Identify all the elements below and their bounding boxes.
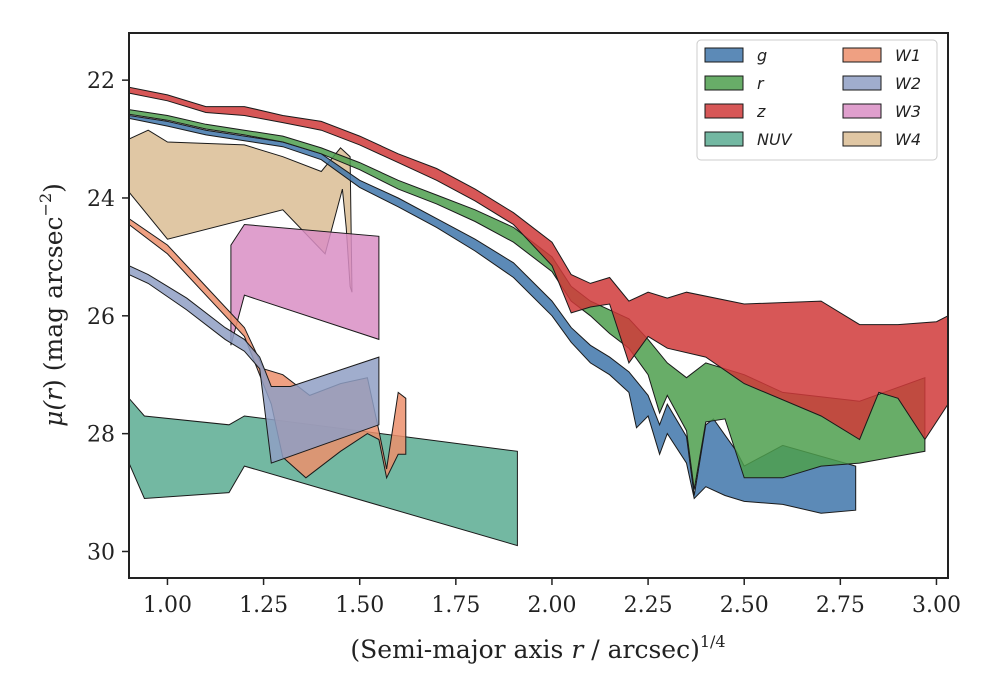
y-axis-label: μ(r) (mag arcsec−2) bbox=[36, 183, 68, 427]
band-w3 bbox=[230, 223, 380, 346]
x-tick-label: 2.75 bbox=[816, 593, 865, 618]
y-tick-label: 30 bbox=[87, 540, 115, 565]
y-tick-label: 24 bbox=[87, 187, 115, 212]
legend-label-w4: W4 bbox=[895, 130, 921, 149]
legend-swatch-w3 bbox=[842, 103, 882, 119]
y-tick-label: 28 bbox=[87, 423, 115, 448]
legend-swatch-w2 bbox=[842, 75, 882, 91]
x-tick-label: 1.50 bbox=[335, 593, 384, 618]
legend-swatch-r bbox=[704, 75, 744, 91]
plot-frame bbox=[128, 32, 949, 579]
x-tick-label: 1.00 bbox=[143, 593, 192, 618]
band-w2 bbox=[129, 265, 380, 464]
legend-swatch-w1 bbox=[842, 47, 882, 63]
legend-frame bbox=[696, 39, 938, 161]
legend-label-w1: W1 bbox=[895, 46, 921, 65]
legend: grz NUV W1 W2 W3 W4 bbox=[696, 39, 938, 161]
legend-label-w2: W2 bbox=[895, 74, 921, 93]
x-axis-label: (Semi-major axis r / arcsec)1/4 bbox=[350, 632, 725, 664]
legend-label-z: z bbox=[756, 102, 766, 121]
y-tick-label: 22 bbox=[87, 69, 115, 94]
x-tick-label: 2.25 bbox=[624, 593, 673, 618]
legend-label-g: g bbox=[757, 46, 767, 65]
legend-label-w3: W3 bbox=[895, 102, 921, 121]
legend-swatch-z bbox=[704, 103, 744, 119]
legend-swatch-w4 bbox=[842, 131, 882, 147]
y-tick-label: 26 bbox=[87, 305, 115, 330]
x-axis: 1.00 1.25 1.50 1.75 2.00 2.25 2.50 2.75 3.00 bbox=[143, 578, 961, 618]
band-nuv bbox=[129, 397, 518, 547]
x-tick-label: 3.00 bbox=[912, 593, 961, 618]
series-bands bbox=[129, 86, 948, 547]
x-tick-label: 1.25 bbox=[239, 593, 288, 618]
x-tick-label: 2.00 bbox=[527, 593, 576, 618]
x-tick-label: 1.75 bbox=[431, 593, 480, 618]
band-r bbox=[129, 109, 926, 490]
legend-swatch-g bbox=[704, 47, 744, 63]
legend-label-r: r bbox=[757, 74, 765, 93]
x-tick-label: 2.50 bbox=[720, 593, 769, 618]
legend-swatch-nuv bbox=[704, 131, 744, 147]
y-axis: 22 24 26 28 30 bbox=[87, 69, 129, 565]
legend-label-nuv: NUV bbox=[757, 130, 793, 149]
band-z bbox=[129, 86, 948, 441]
